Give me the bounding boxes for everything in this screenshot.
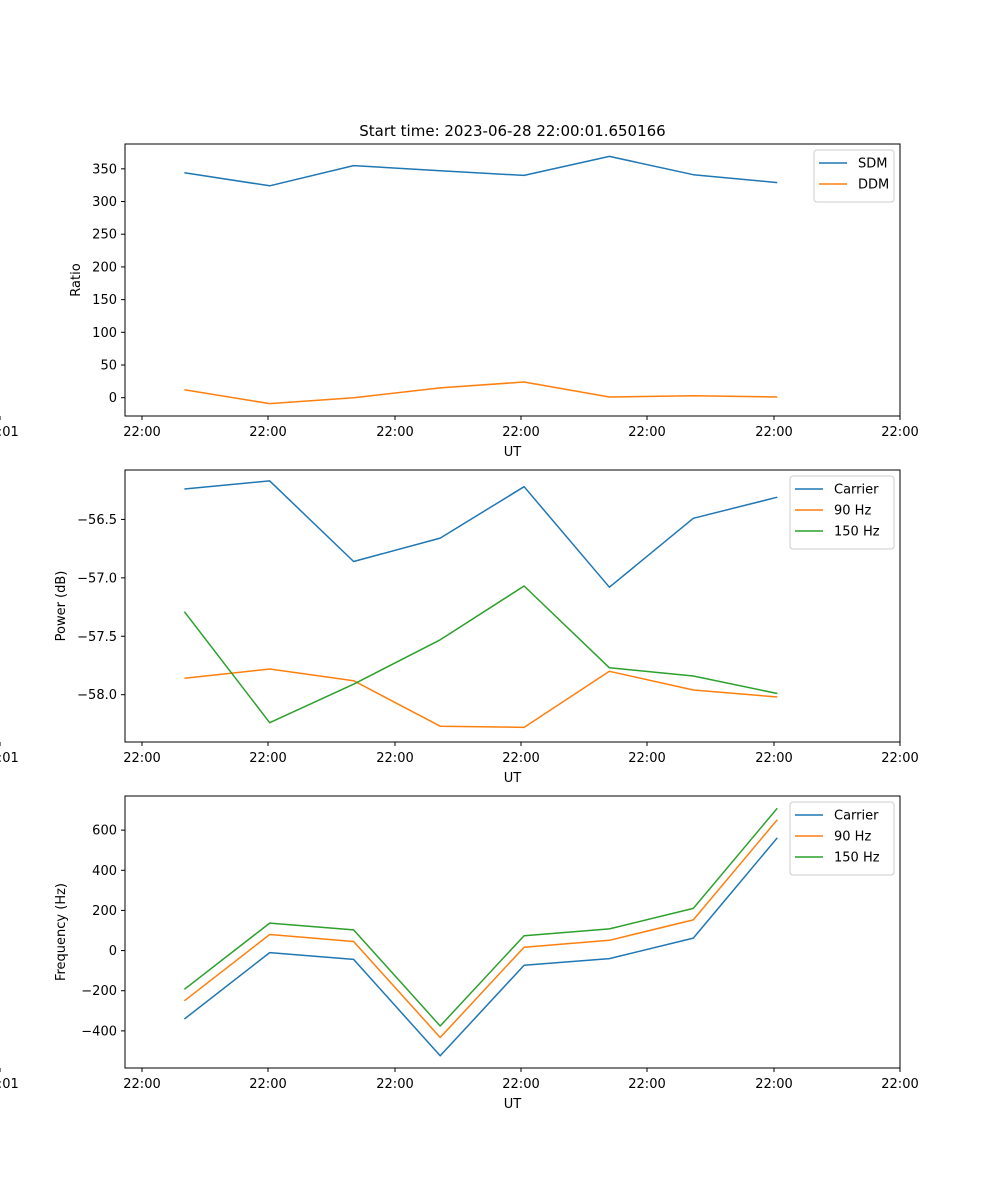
legend: SDM DDM: [813, 149, 895, 203]
y-tick-label: 350: [92, 162, 117, 177]
series-line-90-hz: [184, 668, 778, 729]
x-tick-label: 22:01: [0, 425, 19, 440]
y-tick-label: 400: [92, 864, 117, 879]
series-line-sdm: [184, 155, 778, 187]
x-tick-label: 22:00: [249, 751, 286, 766]
chart-panel-1: 22:00 22:00 22:00 22:00 22:00 22:00 22:00 22:01…: [0, 143, 919, 460]
x-tick-label: 22:00: [123, 425, 160, 440]
y-tick-label: −57.0: [77, 571, 117, 586]
y-tick-label: −56.5: [77, 513, 117, 528]
legend-label: 150 Hz: [834, 525, 880, 540]
y-tick-label: 150: [92, 293, 117, 308]
x-tick-label: 22:00: [376, 1077, 413, 1092]
y-tick-label: 300: [92, 195, 117, 210]
axes-frame: [124, 143, 901, 417]
series-line-carrier: [183, 837, 778, 1057]
legend-label: 90 Hz: [834, 830, 871, 845]
y-tick-label: 200: [92, 260, 117, 275]
legend-label: SDM: [858, 157, 887, 172]
legend-label: 150 Hz: [834, 851, 880, 866]
x-tick-label: 22:00: [502, 751, 539, 766]
legend: Carrier 90 Hz 150 Hz: [789, 475, 895, 550]
y-tick-label: 0: [109, 944, 117, 959]
y-axis-label: Ratio: [69, 263, 84, 296]
y-tick-label: −200: [81, 984, 117, 999]
y-axis-label: Power (dB): [54, 571, 69, 642]
series-line-90-hz: [183, 819, 778, 1039]
y-tick-label: 250: [92, 228, 117, 243]
x-axis-label: UT: [504, 1097, 522, 1112]
x-axis-label: UT: [504, 771, 522, 786]
x-tick-label: 22:00: [123, 751, 160, 766]
x-tick-label: 22:00: [881, 751, 918, 766]
y-tick-label: −57.5: [77, 630, 117, 645]
y-tick-label: 600: [92, 824, 117, 839]
x-tick-label: 22:00: [376, 425, 413, 440]
y-tick-label: −400: [81, 1024, 117, 1039]
series-line-150-hz: [183, 807, 778, 1027]
x-tick-label: 22:00: [881, 425, 918, 440]
legend-label: Carrier: [834, 483, 879, 498]
x-tick-label: 22:00: [755, 425, 792, 440]
figure-title: Start time: 2023-06-28 22:00:01.650166: [359, 122, 665, 140]
legend-label: Carrier: [834, 809, 879, 824]
x-tick-label: 22:01: [0, 1077, 19, 1092]
x-tick-label: 22:00: [755, 1077, 792, 1092]
chart-panel-2: 22:00 22:00 22:00 22:00 22:00 22:00 22:00 22:01…: [0, 469, 919, 786]
panels: 22:00 22:00 22:00 22:00 22:00 22:00 22:00 22:01…: [0, 143, 919, 1112]
series-line-carrier: [184, 480, 778, 588]
axes-frame: [124, 469, 901, 743]
y-tick-label: 200: [92, 904, 117, 919]
series-line-150-hz: [183, 585, 778, 724]
series-line-ddm: [184, 381, 778, 405]
x-tick-label: 22:00: [628, 1077, 665, 1092]
x-tick-label: 22:00: [881, 1077, 918, 1092]
legend-label: 90 Hz: [834, 504, 871, 519]
y-tick-label: 0: [109, 391, 117, 406]
x-axis-label: UT: [504, 445, 522, 460]
x-tick-label: 22:00: [628, 751, 665, 766]
x-tick-label: 22:00: [249, 425, 286, 440]
legend-label: DDM: [858, 178, 889, 193]
x-tick-label: 22:00: [502, 425, 539, 440]
y-tick-label: 50: [100, 359, 117, 374]
legend: Carrier 90 Hz 150 Hz: [789, 801, 895, 876]
y-tick-label: −58.0: [77, 688, 117, 703]
axes-frame: [124, 795, 901, 1069]
x-tick-label: 22:00: [755, 751, 792, 766]
x-tick-label: 22:00: [628, 425, 665, 440]
x-tick-label: 22:00: [376, 751, 413, 766]
x-tick-label: 22:01: [0, 751, 19, 766]
x-tick-label: 22:00: [123, 1077, 160, 1092]
x-tick-label: 22:00: [502, 1077, 539, 1092]
chart-panel-3: 22:00 22:00 22:00 22:00 22:00 22:00 22:00 22:01…: [0, 795, 919, 1112]
y-tick-label: 100: [92, 326, 117, 341]
x-tick-label: 22:00: [249, 1077, 286, 1092]
y-axis-label: Frequency (Hz): [54, 883, 69, 981]
